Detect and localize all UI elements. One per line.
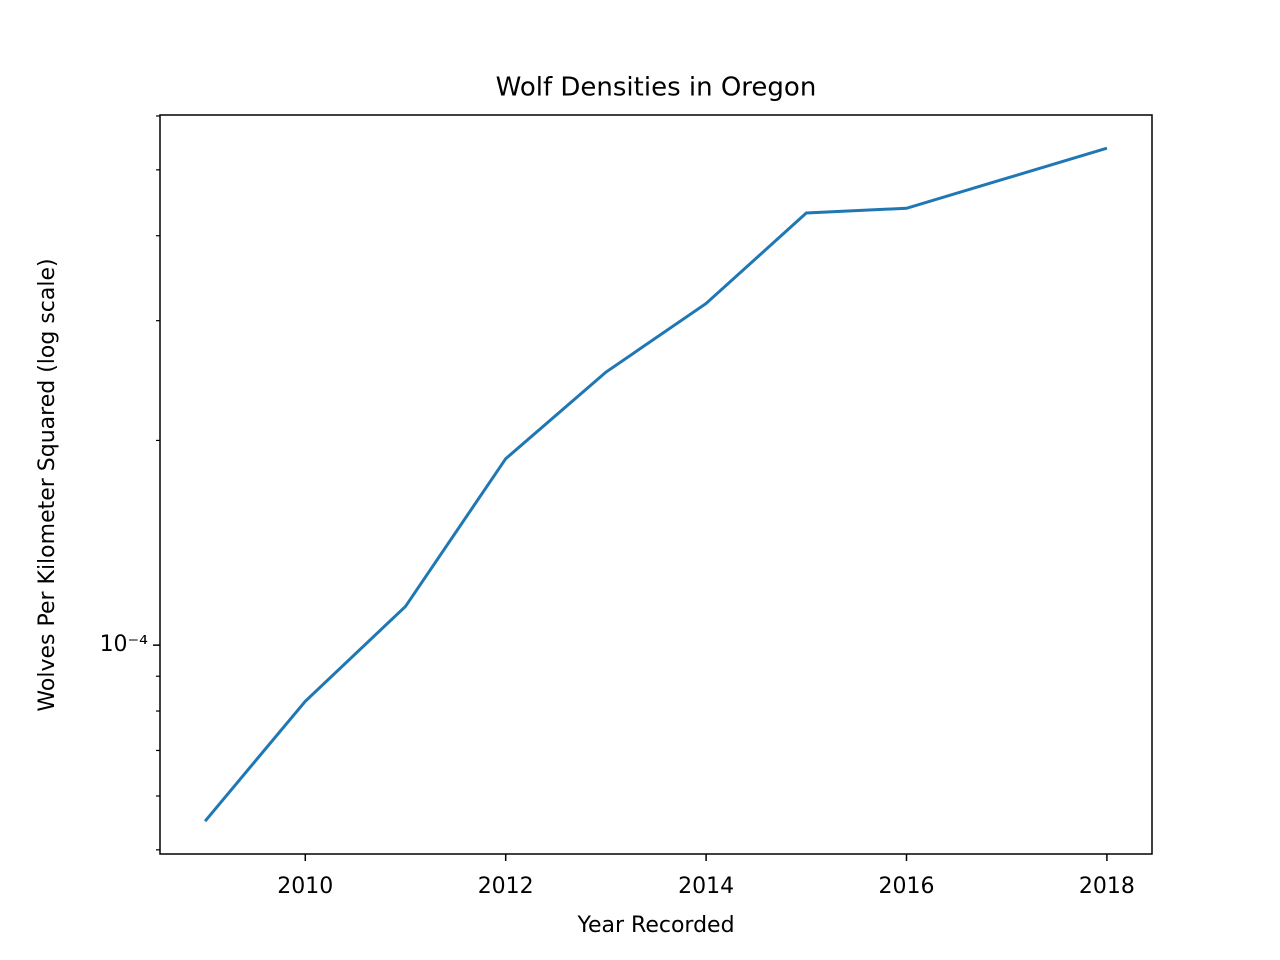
x-tick-label: 2012 [478, 874, 534, 899]
x-axis-label: Year Recorded [576, 913, 734, 938]
plot-frame [159, 114, 1153, 855]
chart-title: Wolf Densities in Oregon [496, 73, 817, 103]
x-tick-label: 2010 [277, 874, 333, 899]
y-tick-label: 10⁻⁴ [100, 632, 149, 657]
x-tick-label: 2018 [1079, 874, 1135, 899]
x-tick-label: 2014 [678, 874, 734, 899]
y-axis-label: Wolves Per Kilometer Squared (log scale) [35, 258, 60, 711]
x-tick-label: 2016 [879, 874, 935, 899]
data-line [203, 146, 1108, 823]
